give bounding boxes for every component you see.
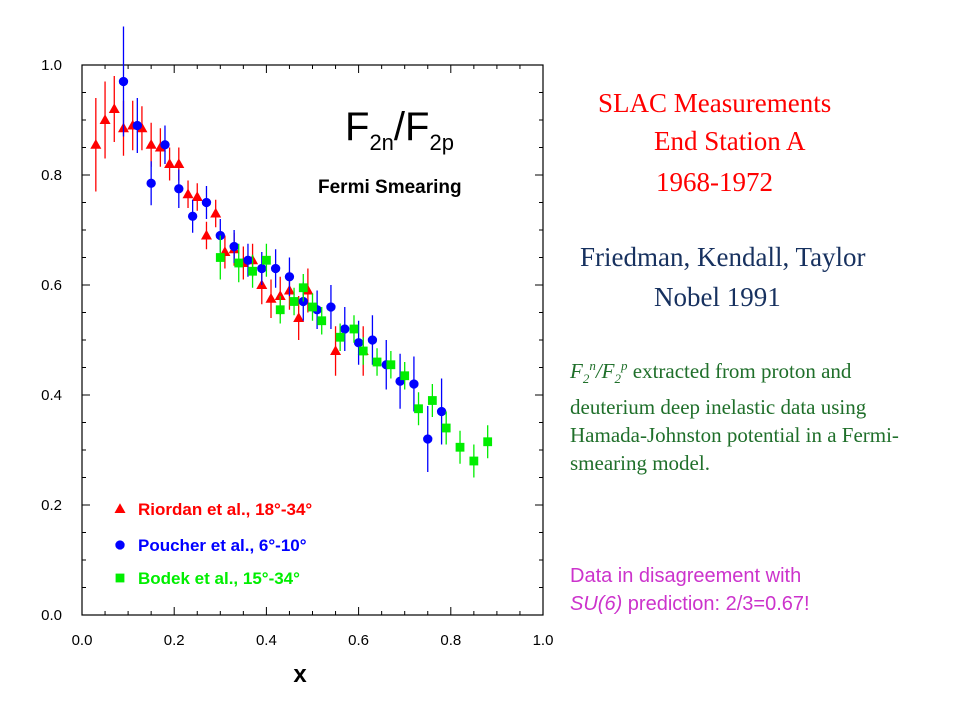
- data-point: [308, 302, 317, 312]
- y-tick-label: 0.8: [41, 167, 62, 184]
- data-point: [326, 302, 336, 312]
- slac-station: End Station A: [654, 126, 806, 156]
- data-point: [243, 255, 253, 265]
- legend-marker: [115, 573, 125, 583]
- y-tick-label: 0.4: [41, 387, 62, 404]
- data-point: [132, 120, 142, 131]
- data-point: [400, 371, 410, 381]
- data-point: [349, 324, 359, 334]
- data-point: [409, 379, 419, 389]
- legend: Riordan et al., 18°-34° Poucher et al., 6…: [114, 500, 312, 588]
- data-point: [284, 272, 295, 282]
- series-square: [215, 235, 493, 478]
- y-tick-label: 0.6: [41, 277, 62, 294]
- info-panel: SLAC Measurements End Station A 1968-197…: [556, 0, 960, 720]
- data-point: [154, 141, 166, 152]
- data-point: [423, 434, 433, 444]
- data-point: [257, 263, 267, 274]
- data-point: [118, 76, 129, 87]
- data-point: [436, 406, 447, 417]
- data-point: [229, 241, 239, 252]
- x-tick-label: 1.0: [533, 632, 554, 649]
- data-point: [455, 442, 465, 452]
- note-rest: prediction: 2/3=0.67!: [627, 593, 810, 615]
- data-point: [372, 357, 382, 367]
- nobel-prize: Nobel 1991: [654, 282, 781, 312]
- data-point: [173, 158, 185, 169]
- data-point: [90, 138, 102, 149]
- data-point: [201, 197, 212, 208]
- data-point: [210, 207, 222, 218]
- chart-subtitle: Fermi Smearing: [318, 177, 462, 198]
- data-point: [248, 266, 257, 276]
- y-tick-label: 0.0: [41, 607, 62, 624]
- chart-title: F2n/F2p: [345, 105, 454, 155]
- data-point: [191, 191, 203, 202]
- data-point: [99, 114, 111, 125]
- x-tick-label: 0.6: [348, 632, 369, 649]
- data-point: [441, 423, 451, 433]
- data-point: [160, 140, 170, 150]
- data-point: [289, 297, 299, 306]
- x-axis-label: x: [293, 661, 307, 688]
- data-point: [317, 316, 327, 326]
- data-point: [427, 396, 437, 405]
- data-point: [483, 437, 493, 447]
- note-line1: Data in disagreement with: [570, 565, 802, 587]
- data-point: [386, 360, 396, 370]
- data-point: [108, 103, 120, 114]
- data-point: [265, 292, 277, 303]
- series-circle: [118, 26, 447, 472]
- description-text: extracted from proton and deuterium deep…: [570, 359, 899, 476]
- data-point: [215, 253, 225, 262]
- note-su6: SU(6): [570, 593, 623, 615]
- x-tick-label: 0.2: [164, 632, 185, 649]
- legend-marker: [115, 540, 125, 550]
- data-point: [414, 404, 423, 414]
- series-triangle: [90, 76, 369, 376]
- data-point: [353, 338, 364, 348]
- data-marks: [90, 26, 493, 478]
- data-point: [136, 122, 148, 133]
- data-point: [358, 346, 368, 356]
- authors: Friedman, Kendall, Taylor: [580, 242, 866, 272]
- data-point: [234, 258, 244, 268]
- description: F2n/F2p extracted from proton and deuter…: [570, 358, 899, 476]
- legend-label: Poucher et al., 6°-10°: [138, 536, 307, 555]
- x-tick-label: 0.4: [256, 632, 277, 649]
- data-point: [200, 229, 212, 240]
- data-point: [330, 345, 342, 356]
- data-point: [146, 178, 156, 188]
- data-point: [262, 255, 271, 265]
- data-point: [275, 305, 285, 315]
- slac-years: 1968-1972: [656, 167, 773, 197]
- y-tick-label: 1.0: [41, 57, 62, 74]
- legend-label: Bodek et al., 15°-34°: [138, 569, 300, 588]
- data-point: [187, 211, 198, 221]
- legend-label: Riordan et al., 18°-34°: [138, 500, 312, 519]
- data-point: [174, 184, 184, 194]
- x-tick-label: 0.8: [440, 632, 461, 649]
- data-point: [340, 324, 350, 334]
- chart: 0.0 0.2 0.4 0.6 0.8 1.0 0.0 0.2 0.4 0.6 0.8 1.0 F2n…: [41, 26, 553, 688]
- x-tick-label: 0.0: [72, 632, 93, 649]
- legend-marker: [114, 503, 126, 514]
- svg-text:F2n/F2p: F2n/F2p: [345, 105, 454, 155]
- slac-title: SLAC Measurements: [598, 88, 832, 118]
- data-point: [469, 456, 479, 466]
- data-point: [164, 158, 176, 169]
- data-point: [335, 332, 345, 342]
- data-point: [145, 138, 157, 149]
- data-point: [367, 335, 378, 345]
- data-point: [293, 312, 305, 323]
- data-point: [182, 188, 194, 199]
- data-point: [298, 283, 308, 293]
- axes: 0.0 0.2 0.4 0.6 0.8 1.0 0.0 0.2 0.4 0.6 0.8 1.0: [41, 57, 553, 649]
- su6-note: Data in disagreement with SU(6) predicti…: [570, 562, 930, 618]
- data-point: [270, 263, 281, 274]
- y-tick-label: 0.2: [41, 497, 62, 514]
- data-point: [274, 290, 286, 301]
